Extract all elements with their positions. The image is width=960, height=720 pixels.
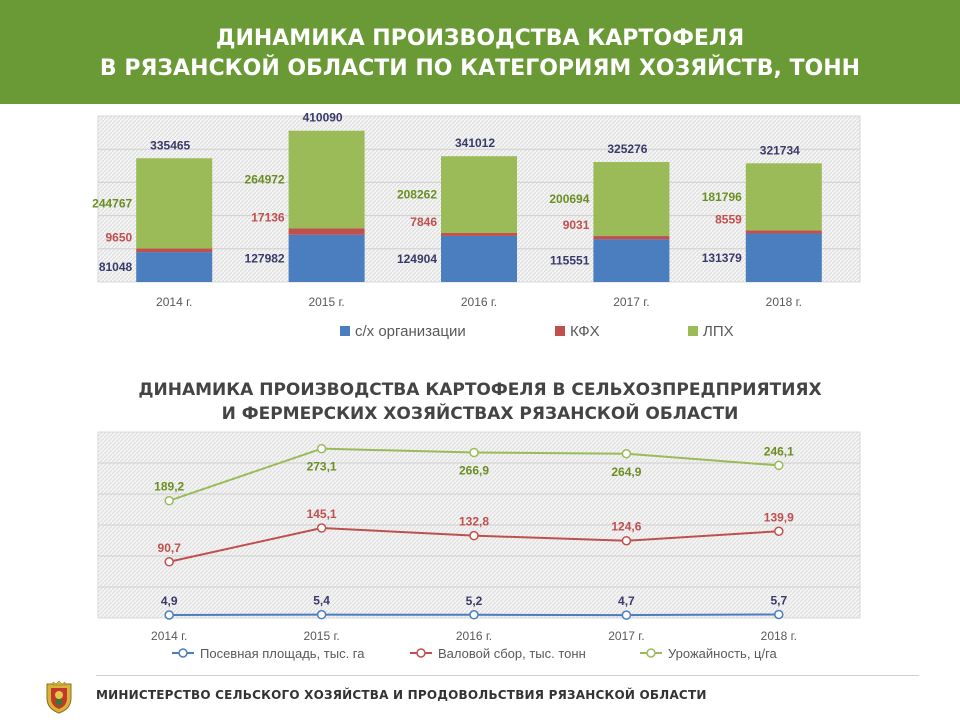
data-label-total: 335465: [150, 138, 190, 152]
point-sown-area: [316, 609, 327, 620]
data-label-lph: 200694: [549, 192, 589, 206]
point-yield: [469, 447, 479, 458]
bar-lph: [288, 130, 365, 229]
point-yield: [164, 495, 174, 506]
point-sown-area: [469, 610, 479, 620]
legend-label: КФХ: [570, 323, 600, 340]
bar-kfh: [745, 230, 822, 234]
data-label-yield: 266,9: [459, 464, 489, 478]
data-label-lph: 208262: [397, 188, 437, 202]
data-label-yield: 273,1: [307, 460, 337, 474]
legend-label: ЛПХ: [703, 323, 734, 340]
data-label-kfh: 17136: [251, 210, 285, 224]
data-label-kfh: 7846: [410, 215, 437, 229]
data-label-sown-area: 4,7: [618, 594, 635, 608]
data-label-total: 321734: [760, 143, 800, 157]
data-label-total: 410090: [303, 111, 343, 125]
data-label-agri-org: 131379: [702, 251, 742, 265]
data-label-agri-org: 127982: [245, 251, 285, 265]
point-gross-harvest: [316, 523, 327, 533]
stacked-bar-chart: 81048 9650 244767 335465 127982 17136 264972 41…: [92, 111, 861, 340]
legend-marker: [178, 648, 188, 658]
data-label-total: 325276: [607, 142, 647, 156]
point-yield: [621, 449, 632, 459]
legend-marker: [416, 648, 426, 658]
line-chart-title-line-1: ДИНАМИКА ПРОИЗВОДСТВА КАРТОФЕЛЯ В СЕЛЬХО…: [138, 380, 822, 400]
bar-kfh: [441, 233, 517, 236]
bar-agri-org: [441, 235, 517, 282]
data-label-agri-org: 81048: [99, 260, 133, 274]
point-yield: [774, 460, 784, 471]
bar-agri-org: [593, 239, 670, 282]
point-gross-harvest: [621, 535, 632, 546]
legend-swatch: [340, 326, 350, 336]
page-title-line-1: ДИНАМИКА ПРОИЗВОДСТВА КАРТОФЕЛЯ: [215, 26, 745, 51]
x-tick-label: 2016 г.: [456, 629, 492, 643]
x-tick-label: 2018 г.: [766, 295, 802, 309]
data-label-agri-org: 115551: [550, 254, 590, 268]
data-label-sown-area: 5,7: [770, 593, 787, 607]
x-tick-label: 2014 г.: [151, 629, 187, 643]
data-label-sown-area: 5,2: [466, 594, 483, 608]
x-tick-label: 2017 г.: [608, 629, 644, 643]
legend-label: с/х организации: [355, 323, 466, 340]
line-chart-title-line-2: И ФЕРМЕРСКИХ ХОЗЯЙСТВАХ РЯЗАНСКОЙ ОБЛАСТ…: [221, 404, 739, 424]
x-tick-label: 2016 г.: [461, 295, 497, 309]
data-label-sown-area: 5,4: [313, 594, 330, 608]
data-label-kfh: 9650: [105, 231, 132, 245]
data-label-gross-harvest: 139,9: [764, 510, 794, 524]
x-tick-label: 2017 г.: [613, 295, 649, 309]
footer-ministry-name: МИНИСТЕРСТВО СЕЛЬСКОГО ХОЗЯЙСТВА И ПРОДО…: [96, 688, 707, 702]
bar-agri-org: [288, 234, 365, 282]
data-label-kfh: 8559: [715, 212, 742, 226]
data-label-gross-harvest: 132,8: [459, 515, 489, 529]
line-chart-title: ДИНАМИКА ПРОИЗВОДСТВА КАРТОФЕЛЯ В СЕЛЬХО…: [0, 378, 960, 426]
legend-swatch: [688, 326, 698, 336]
data-label-yield: 246,1: [764, 444, 794, 458]
data-label-lph: 181796: [702, 190, 742, 204]
bar-kfh: [136, 248, 213, 253]
x-tick-label: 2015 г.: [303, 629, 339, 643]
data-label-gross-harvest: 145,1: [307, 507, 337, 521]
legend-swatch: [555, 326, 565, 336]
bar-lph: [593, 162, 670, 237]
legend-label: Урожайность, ц/га: [668, 646, 778, 661]
legend-label: Посевная площадь, тыс. га: [200, 646, 365, 661]
bar-kfh: [288, 228, 365, 235]
legend-marker: [646, 648, 656, 658]
data-label-yield: 264,9: [611, 465, 641, 479]
bar-lph: [441, 156, 517, 234]
data-label-gross-harvest: 90,7: [158, 541, 182, 555]
x-tick-label: 2015 г.: [308, 295, 344, 309]
ryazan-coat-of-arms-icon: [46, 680, 72, 714]
x-tick-label: 2014 г.: [156, 295, 192, 309]
data-label-sown-area: 4,9: [161, 594, 178, 608]
footer-divider: [96, 675, 919, 676]
page-title-line-2: В РЯЗАНСКОЙ ОБЛАСТИ ПО КАТЕГОРИЯМ ХОЗЯЙС…: [99, 56, 861, 81]
data-label-lph: 244767: [92, 196, 132, 210]
point-sown-area: [774, 609, 784, 620]
bar-agri-org: [745, 233, 822, 282]
bar-agri-org: [136, 252, 213, 282]
data-label-kfh: 9031: [563, 218, 590, 232]
line-chart: 4,9 5,4 5,2 4,7 5,7 90,7 145,1 132,8 124,6 139,9 1…: [97, 431, 861, 661]
bar-lph: [745, 163, 822, 231]
header-banner: ДИНАМИКА ПРОИЗВОДСТВА КАРТОФЕЛЯ В РЯЗАНС…: [0, 0, 960, 104]
point-yield: [316, 443, 327, 454]
data-label-agri-org: 124904: [397, 252, 437, 266]
data-label-lph: 264972: [245, 173, 285, 187]
bar-lph: [136, 158, 213, 249]
bar-kfh: [593, 236, 670, 240]
data-label-gross-harvest: 124,6: [611, 520, 641, 534]
point-gross-harvest: [469, 530, 479, 541]
data-label-yield: 189,2: [154, 480, 184, 494]
data-label-total: 341012: [455, 136, 495, 150]
point-sown-area: [164, 610, 174, 620]
point-gross-harvest: [164, 557, 174, 567]
point-gross-harvest: [774, 526, 784, 537]
point-sown-area: [621, 610, 632, 620]
legend-label: Валовой сбор, тыс. тонн: [438, 646, 586, 661]
x-tick-label: 2018 г.: [761, 629, 797, 643]
